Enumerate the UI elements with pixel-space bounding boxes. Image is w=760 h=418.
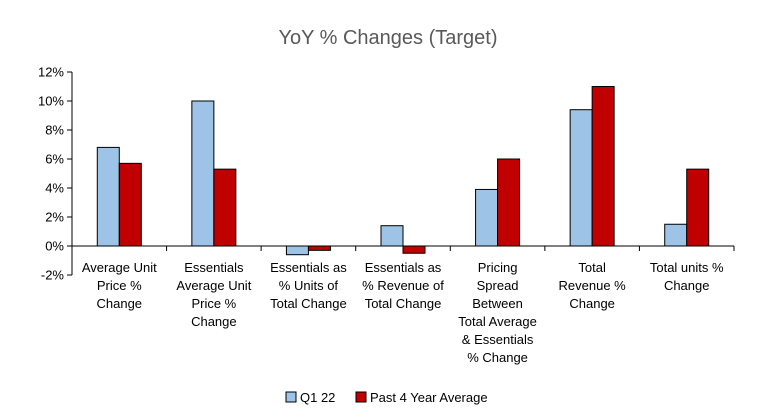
y-axis: -2% 0% 2% 4% 6% 8% 10% 12%	[38, 65, 73, 283]
bar-q1-22	[191, 100, 215, 247]
category-labels: Average Unit Price % Change Essentials Avera…	[82, 260, 724, 365]
bar-q1-22	[96, 146, 120, 247]
y-tick-label: 10%	[38, 94, 64, 109]
bar-past-4-year-average	[213, 168, 237, 247]
bars	[96, 86, 710, 256]
bar-q1-22	[664, 223, 688, 247]
bar-q1-22	[285, 245, 309, 256]
y-tick-label: 6%	[45, 152, 64, 167]
category-label: Total units % Change	[650, 260, 724, 293]
category-label: Average Unit Price % Change	[82, 260, 157, 311]
bar-past-4-year-average	[307, 245, 331, 251]
chart-title: YoY % Changes (Target)	[278, 27, 497, 49]
bar-past-4-year-average	[591, 86, 615, 247]
bar-past-4-year-average	[402, 245, 426, 254]
bar-past-4-year-average	[686, 168, 710, 247]
bar-past-4-year-average	[497, 158, 521, 247]
category-label: Total Revenue % Change	[559, 260, 627, 311]
category-label: Essentials as% Units of Total Change	[270, 260, 347, 311]
legend-swatch	[285, 391, 297, 403]
x-axis	[71, 245, 735, 251]
y-tick-label: 2%	[45, 210, 64, 225]
category-label: Pricing Spread Between Total Average & Essen…	[458, 260, 537, 365]
legend-swatch	[355, 391, 367, 403]
category-label: Essentials as% Revenue of Total Change	[362, 260, 444, 311]
bar-past-4-year-average	[118, 162, 142, 247]
legend: Q1 22 Past 4 Year Average	[285, 390, 488, 405]
y-tick-label: 8%	[45, 123, 64, 138]
bar-q1-22	[380, 225, 404, 247]
y-tick-label: 4%	[45, 181, 64, 196]
y-tick-label: 0%	[45, 239, 64, 254]
y-tick-label: -2%	[41, 268, 65, 283]
legend-label: Q1 22	[300, 390, 335, 405]
legend-label: Past 4 Year Average	[370, 390, 488, 405]
y-tick-label: 12%	[38, 65, 64, 80]
bar-q1-22	[475, 188, 499, 247]
bar-q1-22	[569, 109, 593, 247]
category-label: Essentials Average Unit Price % Change	[176, 260, 251, 329]
